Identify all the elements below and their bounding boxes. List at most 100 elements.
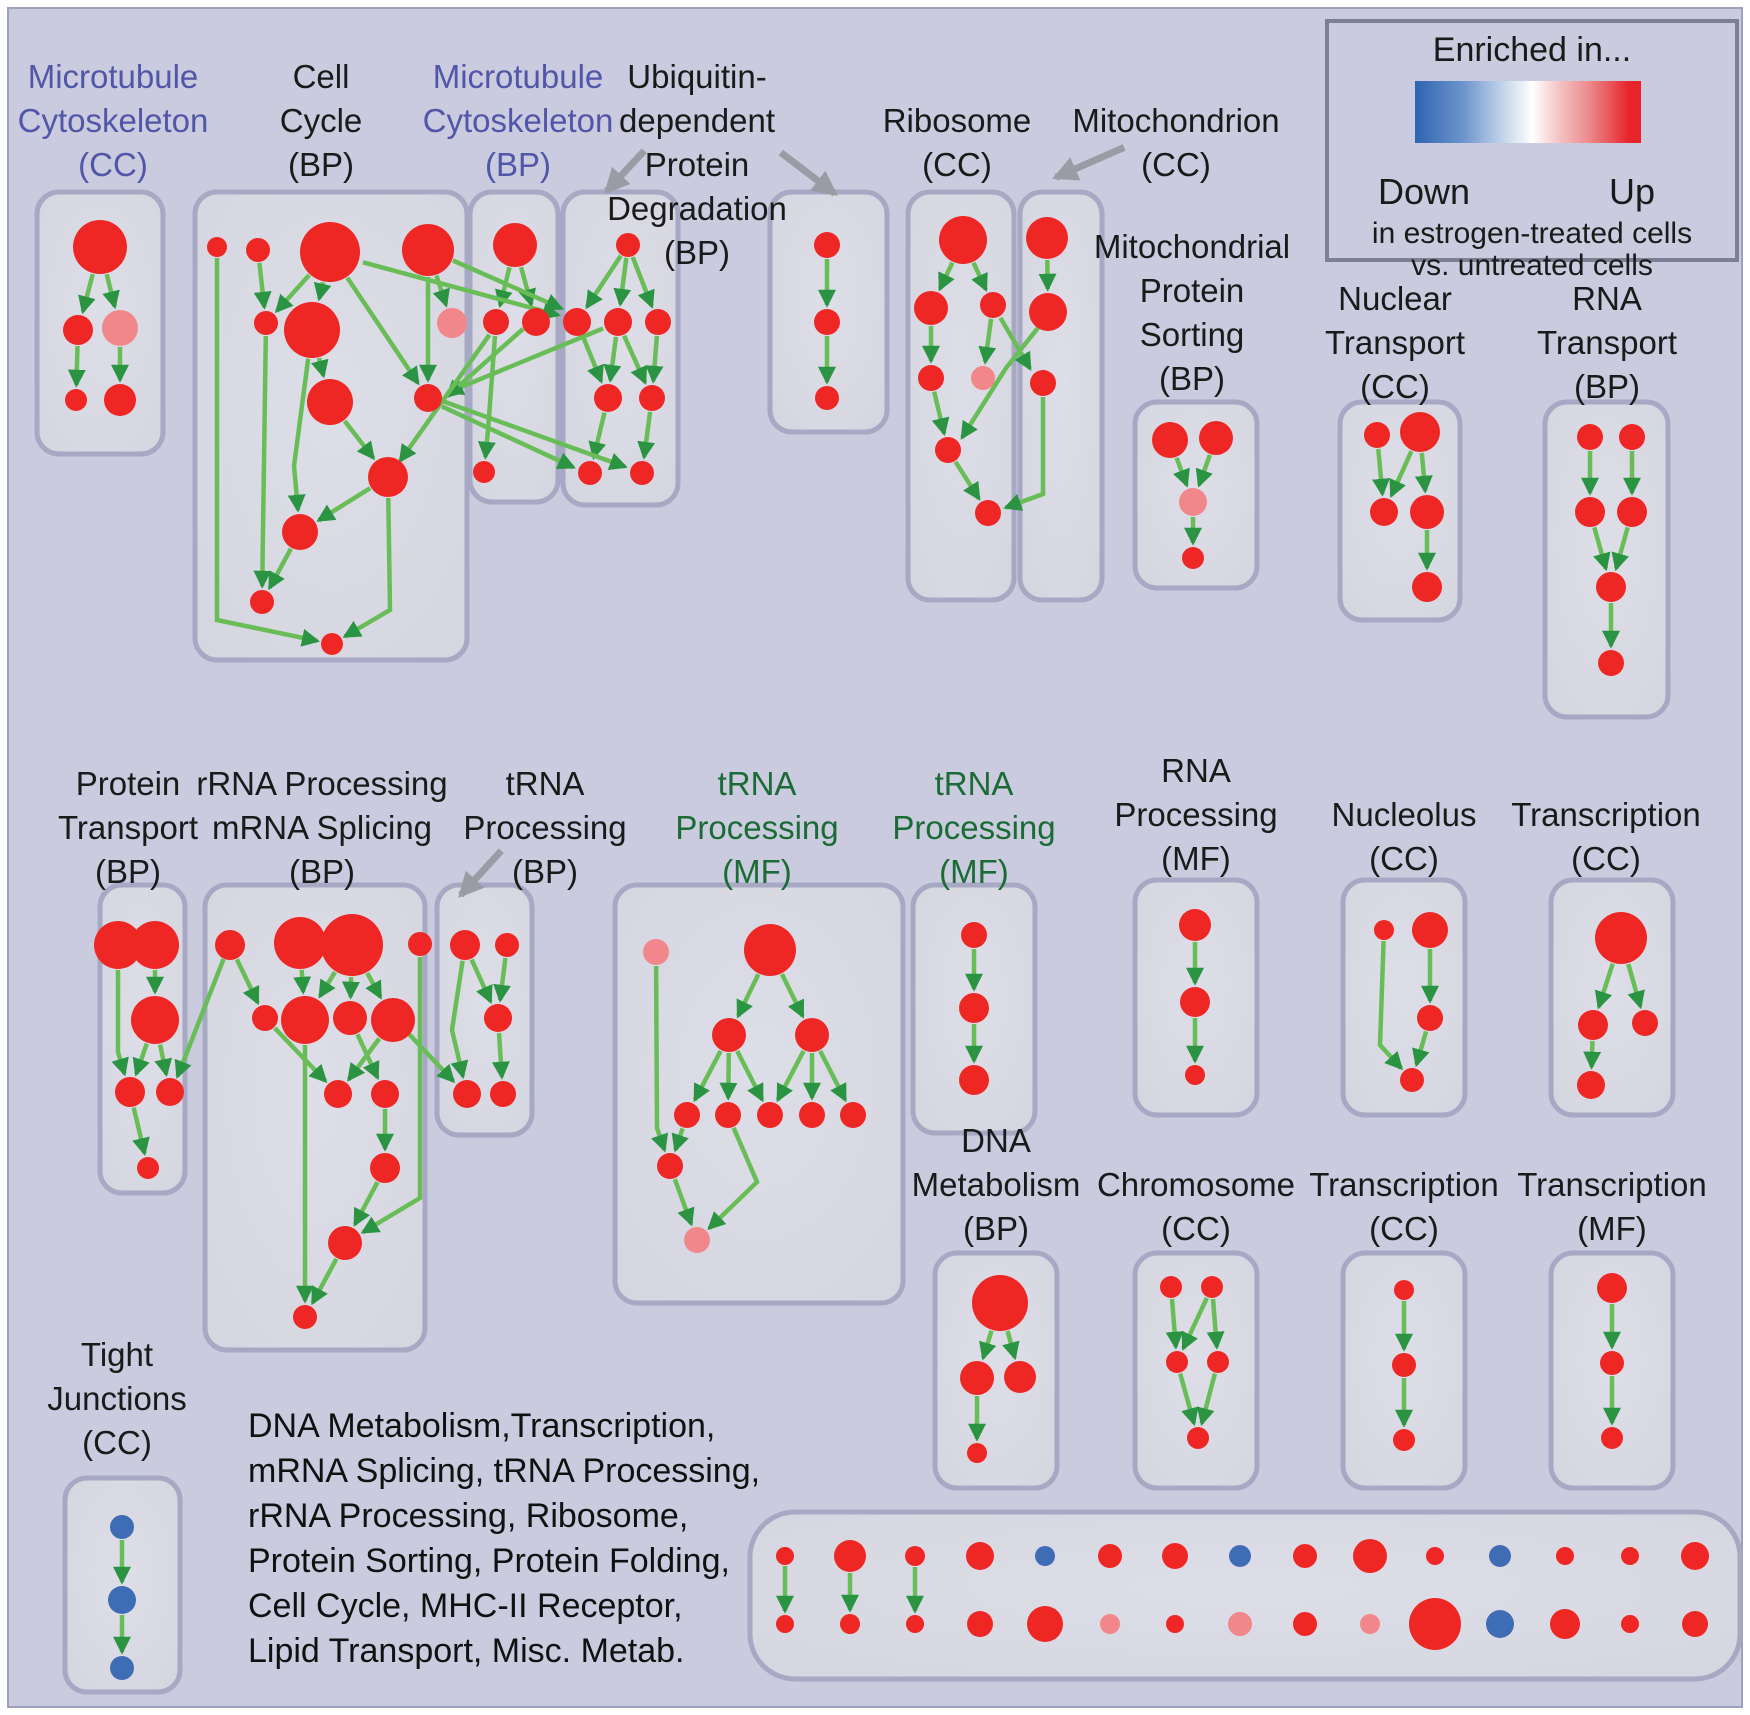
cluster-transcription-cc-node [1632, 1010, 1658, 1036]
cluster-dna-metabolism-bp-edge [979, 1330, 997, 1361]
cluster-ubiquitin-degradation-bp-node [630, 461, 654, 485]
cluster-rna-transport-bp-node [1577, 424, 1603, 450]
cluster-ubiquitin-degradation-bp-label-line: Ubiquitin- [627, 58, 766, 95]
cross-cluster-edge [442, 399, 628, 471]
cluster-chromosome-cc-node [1187, 1427, 1209, 1449]
cluster-microtubule-cytoskeleton-bp-node [483, 309, 509, 335]
legend-subtitle-line1: in estrogen-treated cells [1371, 217, 1693, 250]
cluster-transcription-cc-edge [1626, 963, 1645, 1010]
cluster-protein-transport-bp-label-line: (BP) [95, 853, 161, 890]
cluster-microtubule-cytoskeleton-cc-node [104, 384, 136, 416]
cluster-trna-processing-mf-1-edge [775, 1049, 806, 1103]
cluster-trna-processing-bp-node [490, 1081, 516, 1107]
cluster-transcription-mf-node [1600, 1351, 1624, 1375]
cluster-ubiquitin-degradation-bp-edge [630, 256, 655, 309]
cluster-rrna-processing-mrna-splicing-bp-node [371, 998, 415, 1042]
cluster-misc-categories-node [834, 1540, 866, 1572]
cluster-misc-categories-node [1489, 1545, 1511, 1567]
cluster-rrna-processing-mrna-splicing-bp-node [215, 930, 245, 960]
cluster-nucleolus-cc-node [1417, 1005, 1443, 1031]
cluster-nucleolus-cc-edge [1412, 1030, 1430, 1068]
cross-cluster-edge [398, 333, 492, 463]
cluster-cell-cycle-bp-label-line: Cycle [280, 102, 363, 139]
cluster-misc-categories-node [840, 1614, 860, 1634]
cluster-trna-processing-mf-1-node [757, 1102, 783, 1128]
cluster-trna-processing-mf-1-node [684, 1227, 710, 1253]
cross-cluster-edge [1003, 397, 1046, 511]
cluster-rna-transport-bp-label-line: (BP) [1574, 368, 1640, 405]
cluster-ribosome-cc-label-line: Ribosome [883, 102, 1032, 139]
cluster-misc-categories-node [1353, 1539, 1387, 1573]
cluster-microtubule-cytoskeleton-cc-label-line: (CC) [78, 146, 148, 183]
cluster-chromosome-cc-box [1132, 1250, 1260, 1491]
cluster-cell-cycle-bp-node [250, 590, 274, 614]
cluster-misc-categories-node [1162, 1543, 1188, 1569]
cluster-rna-transport-bp-label-line: Transport [1537, 324, 1677, 361]
cluster-microtubule-cytoskeleton-bp-node [473, 461, 495, 483]
cluster-protein-transport-bp-node [131, 921, 179, 969]
cluster-misc-categories-box [747, 1509, 1743, 1682]
cross-cluster-edge [440, 404, 576, 470]
cluster-transcription-mf-node [1597, 1273, 1627, 1303]
cluster-nucleolus-cc-node [1400, 1068, 1424, 1092]
cluster-misc-categories-node [1682, 1611, 1708, 1637]
cross-cluster-edge [998, 316, 1032, 371]
cluster-cell-cycle-bp-edge [214, 258, 320, 647]
cluster-cell-cycle-bp-node [282, 514, 318, 550]
cluster-transcription-cc-edge [1583, 1040, 1602, 1070]
cluster-ubiquitin-degradation-bp-2-node [814, 309, 840, 335]
cluster-protein-transport-bp-node [115, 1077, 145, 1107]
cluster-rrna-processing-mrna-splicing-bp-node [281, 996, 329, 1044]
cluster-ubiquitin-degradation-bp-node [645, 309, 671, 335]
cluster-ribosome-cc-edge [971, 261, 988, 293]
cross-cluster-edge [444, 327, 525, 399]
cluster-protein-transport-bp-node [137, 1157, 159, 1179]
cluster-cell-cycle-bp-node [402, 224, 454, 276]
cluster-nuclear-transport-cc-node [1370, 498, 1398, 526]
cluster-rrna-processing-mrna-splicing-bp-edge [234, 958, 260, 1006]
cluster-protein-transport-bp-node [94, 921, 142, 969]
cluster-chromosome-cc-label-line: (CC) [1161, 1210, 1231, 1247]
cluster-dna-metabolism-bp-node [972, 1275, 1028, 1331]
cluster-nuclear-transport-cc-node [1410, 495, 1444, 529]
cluster-tight-junctions-cc-box [62, 1475, 183, 1695]
cluster-tight-junctions-cc-label-line: Tight [81, 1336, 153, 1373]
cluster-ribosome-cc-label-line: (CC) [922, 146, 992, 183]
cluster-transcription-cc-label-line: (CC) [1571, 840, 1641, 877]
cluster-ubiquitin-degradation-bp-2-node [814, 232, 840, 258]
cluster-misc-categories-node [1027, 1606, 1063, 1642]
cluster-trna-processing-mf-1-node [715, 1102, 741, 1128]
cross-cluster-edge [362, 260, 561, 320]
cluster-rrna-processing-mrna-splicing-bp-node [328, 1226, 362, 1260]
cluster-trna-processing-mf-1-node [799, 1102, 825, 1128]
labels-layer: Microtubule Cytoskeleton (CC) Cell Cycle (BP)… [18, 58, 1707, 1461]
cluster-mitochondrial-protein-sorting-bp-node [1179, 488, 1207, 516]
cluster-trna-processing-bp-node [450, 930, 480, 960]
cluster-ribosome-cc-edge [931, 391, 950, 437]
cluster-rna-processing-mf-node [1185, 1065, 1205, 1085]
cluster-misc-categories-node [1293, 1612, 1317, 1636]
cluster-rrna-processing-mrna-splicing-bp-box [202, 882, 428, 1353]
legend-up-label: Up [1608, 171, 1656, 212]
cluster-trna-processing-mf-1-node [712, 1018, 746, 1052]
cluster-rrna-processing-mrna-splicing-bp-edge [360, 957, 423, 1235]
cluster-rrna-processing-mrna-splicing-bp-edge [310, 1257, 339, 1306]
cluster-trna-processing-mf-1-edge [818, 1049, 848, 1103]
cluster-ubiquitin-degradation-bp-edge [603, 336, 622, 383]
cluster-rrna-processing-mrna-splicing-bp-edge [293, 969, 312, 995]
cluster-mitochondrial-protein-sorting-bp-edge [1195, 454, 1213, 488]
cluster-misc-categories-node [776, 1615, 794, 1633]
cluster-nuclear-transport-cc-label-line: (CC) [1360, 368, 1430, 405]
cluster-microtubule-cytoskeleton-cc-box [34, 189, 166, 457]
cluster-microtubule-cytoskeleton-cc-node [63, 315, 93, 345]
cluster-trna-processing-mf-1-edge [735, 1049, 765, 1103]
cluster-trna-processing-bp-edge [449, 960, 469, 1080]
misc-text-line: mRNA Splicing, tRNA Processing, [248, 1452, 761, 1490]
cluster-ribosome-cc-node [935, 437, 961, 463]
cluster-transcription-cc-node [1595, 912, 1647, 964]
cluster-trna-processing-bp-node [453, 1080, 481, 1108]
cluster-trna-processing-mf-1-edge [672, 1178, 695, 1227]
cluster-chromosome-cc-node [1166, 1351, 1188, 1373]
cluster-nucleolus-cc-label-line: Nucleolus [1332, 796, 1477, 833]
misc-text-line: rRNA Processing, Ribosome, [248, 1497, 689, 1535]
